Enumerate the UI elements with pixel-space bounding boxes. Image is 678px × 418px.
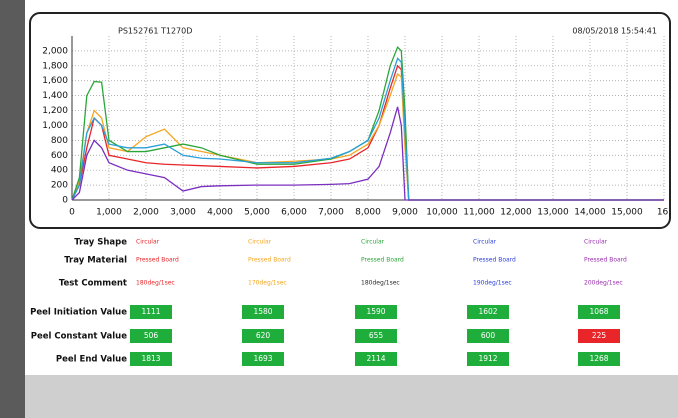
value-text: 1813 <box>141 354 160 363</box>
x-tick-label: 16, <box>657 208 671 218</box>
value-text: 2114 <box>366 354 385 363</box>
footer-area <box>25 375 678 418</box>
y-tick-label: 1,000 <box>42 121 68 131</box>
cell-text: Pressed Board <box>248 257 291 264</box>
cell-text: 200deg/1sec <box>584 280 623 287</box>
y-tick-label: 400 <box>51 166 68 176</box>
value-text: 1693 <box>253 354 272 363</box>
x-tick-label: 7,000 <box>318 208 344 218</box>
chart-id: PS152761 T1270D <box>118 27 192 36</box>
value-box <box>242 329 284 343</box>
value-box <box>578 329 620 343</box>
value-text: 1602 <box>478 307 497 316</box>
x-tick-label: 9,000 <box>392 208 418 218</box>
cell-text: 190deg/1sec <box>473 280 512 287</box>
y-tick-label: 800 <box>51 136 68 146</box>
value-text: 1068 <box>589 307 608 316</box>
value-box <box>130 329 172 343</box>
value-text: 1111 <box>141 307 160 316</box>
series-line <box>71 57 664 201</box>
cell-text: Pressed Board <box>473 257 516 264</box>
x-tick-label: 12,000 <box>500 208 532 218</box>
value-text: 506 <box>144 331 159 340</box>
y-tick-label: 1,400 <box>42 91 68 101</box>
y-tick-label: 600 <box>51 151 68 161</box>
series-line <box>71 106 664 201</box>
y-tick-label: 1,800 <box>42 61 68 71</box>
row-label: Tray Material <box>64 256 127 266</box>
value-box <box>242 305 284 319</box>
value-box <box>578 305 620 319</box>
cell-text: Pressed Board <box>136 257 179 264</box>
value-text: 600 <box>481 331 496 340</box>
value-text: 1590 <box>366 307 385 316</box>
value-box <box>578 352 620 366</box>
cell-text: 170deg/1sec <box>248 280 287 287</box>
row-label: Peel Initiation Value <box>30 308 127 318</box>
value-box <box>130 352 172 366</box>
series-line <box>71 46 664 201</box>
y-tick-label: 0 <box>62 196 68 206</box>
y-tick-label: 200 <box>51 181 68 191</box>
x-tick-label: 13,000 <box>537 208 569 218</box>
cell-text: Pressed Board <box>361 257 404 264</box>
x-tick-label: 8,000 <box>355 208 381 218</box>
x-tick-label: 10,000 <box>426 208 458 218</box>
value-box <box>467 305 509 319</box>
x-tick-label: 14,000 <box>574 208 606 218</box>
value-box <box>355 305 397 319</box>
row-label: Test Comment <box>59 279 127 289</box>
row-label: Peel Constant Value <box>31 332 128 342</box>
value-text: 1580 <box>253 307 272 316</box>
x-tick-label: 4,000 <box>207 208 233 218</box>
value-text: 225 <box>592 331 607 340</box>
value-box <box>355 352 397 366</box>
chart-timestamp: 08/05/2018 15:54:41 <box>572 27 657 36</box>
cell-text: Circular <box>248 239 272 246</box>
value-box <box>242 352 284 366</box>
value-text: 655 <box>369 331 384 340</box>
y-tick-label: 2,000 <box>42 46 68 56</box>
row-label: Peel End Value <box>56 355 127 365</box>
value-box <box>467 329 509 343</box>
y-tick-label: 1,600 <box>42 76 68 86</box>
cell-text: Circular <box>136 239 160 246</box>
x-tick-label: 0 <box>69 208 75 218</box>
x-tick-label: 11,000 <box>463 208 495 218</box>
x-tick-label: 5,000 <box>244 208 270 218</box>
value-text: 1268 <box>589 354 608 363</box>
x-tick-label: 15,000 <box>611 208 643 218</box>
cell-text: Circular <box>473 239 497 246</box>
x-tick-label: 2,000 <box>133 208 159 218</box>
chart-frame <box>29 12 671 229</box>
row-label: Tray Shape <box>74 238 127 248</box>
cell-text: Circular <box>361 239 385 246</box>
series-line <box>71 72 664 201</box>
x-tick-label: 1,000 <box>96 208 122 218</box>
x-tick-label: 3,000 <box>170 208 196 218</box>
value-box <box>355 329 397 343</box>
cell-text: Pressed Board <box>584 257 627 264</box>
value-text: 1912 <box>478 354 497 363</box>
cell-text: 180deg/1sec <box>136 280 175 287</box>
x-tick-label: 6,000 <box>281 208 307 218</box>
value-box <box>130 305 172 319</box>
value-text: 620 <box>256 331 271 340</box>
cell-text: Circular <box>584 239 608 246</box>
cell-text: 180deg/1sec <box>361 280 400 287</box>
y-tick-label: 1,200 <box>42 106 68 116</box>
value-box <box>467 352 509 366</box>
